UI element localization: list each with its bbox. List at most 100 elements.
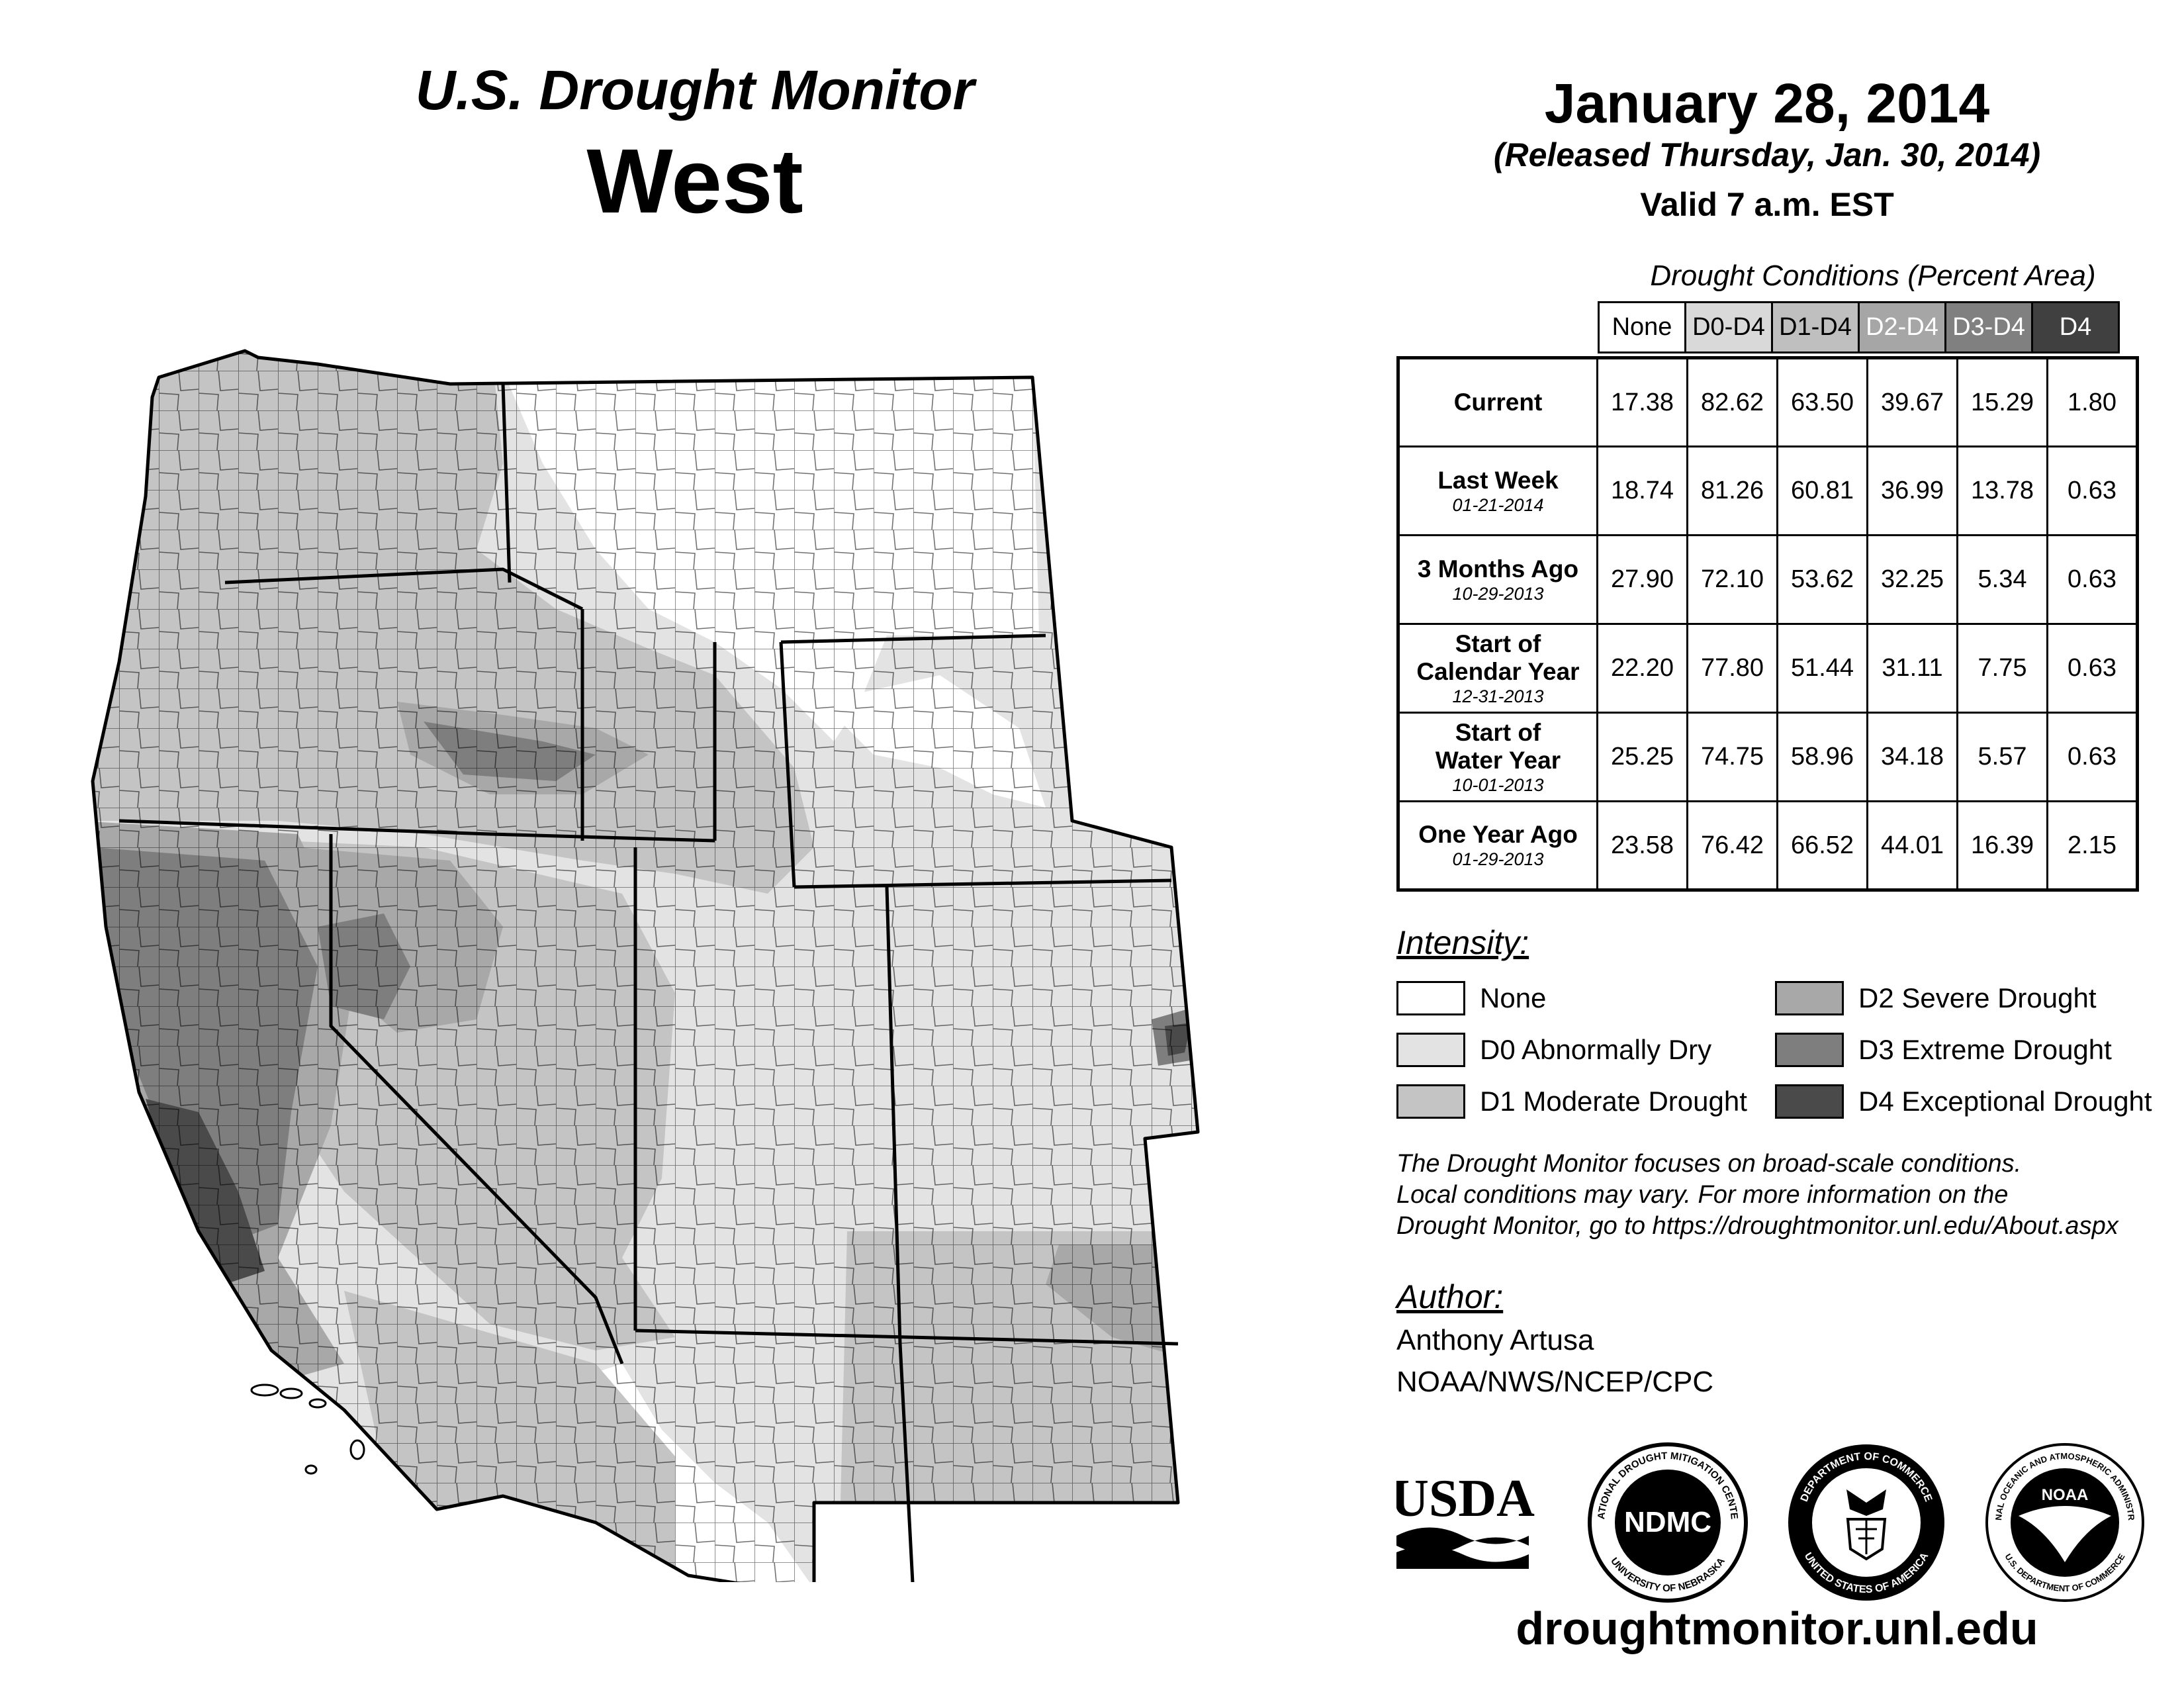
legend-item-d3: D3 Extreme Drought <box>1775 1031 2112 1068</box>
legend-item-none: None <box>1396 980 1546 1017</box>
legend-label: D1 Moderate Drought <box>1480 1086 1747 1117</box>
col-header-d4: D4 <box>2031 301 2120 353</box>
table-cell: 23.58 <box>1596 800 1688 891</box>
table-cell: 72.10 <box>1686 534 1778 625</box>
legend-label: D2 Severe Drought <box>1858 982 2097 1013</box>
table-cell: 25.25 <box>1596 712 1688 802</box>
legend-swatch <box>1396 981 1465 1015</box>
table-cell: 76.42 <box>1686 800 1778 891</box>
legend-swatch <box>1775 1084 1844 1119</box>
row-label: 3 Months Ago 10-29-2013 <box>1397 534 1598 625</box>
legend-swatch <box>1396 1033 1465 1067</box>
table-cell: 51.44 <box>1776 623 1868 714</box>
author-title: Author: <box>1396 1278 1504 1315</box>
row-label: Start of Calendar Year 12-31-2013 <box>1397 623 1598 714</box>
map-date: January 28, 2014 <box>1544 72 1990 134</box>
table-header-row: None D0-D4 D1-D4 D2-D4 D3-D4 D4 <box>1598 301 2120 353</box>
table-cell: 27.90 <box>1596 534 1688 625</box>
table-cell: 34.18 <box>1866 712 1958 802</box>
legend-item-d0: D0 Abnormally Dry <box>1396 1031 1711 1068</box>
col-header-none: None <box>1598 301 1686 353</box>
table-cell: 5.57 <box>1956 712 2048 802</box>
table-cell: 32.25 <box>1866 534 1958 625</box>
legend-label: D4 Exceptional Drought <box>1858 1086 2152 1117</box>
table-cell: 31.11 <box>1866 623 1958 714</box>
eagle-icon <box>1846 1489 1886 1516</box>
row-label: One Year Ago 01-29-2013 <box>1397 800 1598 891</box>
drought-conditions-table: Current 17.38 82.62 63.50 39.67 15.29 1.… <box>1396 356 2139 892</box>
table-cell: 16.39 <box>1956 800 2048 891</box>
legend-label: D3 Extreme Drought <box>1858 1034 2112 1065</box>
map-title: U.S. Drought Monitor <box>415 59 975 121</box>
table-cell: 15.29 <box>1956 357 2048 447</box>
usda-text: USDA <box>1396 1470 1535 1528</box>
author-name: Anthony Artusa <box>1396 1324 1594 1356</box>
note-line: Drought Monitor, go to https://droughtmo… <box>1396 1212 2118 1240</box>
shield-icon <box>1846 1518 1887 1561</box>
table-cell: 0.63 <box>2046 534 2138 625</box>
table-cell: 82.62 <box>1686 357 1778 447</box>
legend-title: Intensity: <box>1396 924 1529 961</box>
table-cell: 39.67 <box>1866 357 1958 447</box>
table-cell: 5.34 <box>1956 534 2048 625</box>
table-cell: 58.96 <box>1776 712 1868 802</box>
row-label: Start of Water Year 10-01-2013 <box>1397 712 1598 802</box>
table-row: Start of Water Year 10-01-2013 25.25 74.75… <box>1397 712 2138 802</box>
table-row: Current 17.38 82.62 63.50 39.67 15.29 1.… <box>1397 357 2138 447</box>
table-cell: 77.80 <box>1686 623 1778 714</box>
release-date: (Released Thursday, Jan. 30, 2014) <box>1493 136 2041 173</box>
row-label: Last Week 01-21-2014 <box>1397 445 1598 536</box>
noaa-text: NOAA <box>2042 1486 2089 1504</box>
table-row: One Year Ago 01-29-2013 23.58 76.42 66.52… <box>1397 800 2138 891</box>
noaa-logo: NATIONAL OCEANIC AND ATMOSPHERIC ADMINIS… <box>1985 1443 2144 1602</box>
region-title: West <box>586 130 803 232</box>
row-label: Current <box>1397 357 1598 447</box>
table-cell: 0.63 <box>2046 712 2138 802</box>
table-cell: 13.78 <box>1956 445 2048 536</box>
gull-icon <box>2019 1506 2111 1562</box>
agency-logos: USDA NATIONAL DROUGHT MITIGATION CENTER … <box>1396 1442 2144 1603</box>
legend-swatch <box>1775 981 1844 1015</box>
doc-seal-logo: DEPARTMENT OF COMMERCE UNITED STATES OF … <box>1788 1444 1944 1601</box>
table-cell: 66.52 <box>1776 800 1868 891</box>
website-url[interactable]: droughtmonitor.unl.edu <box>1516 1603 2038 1654</box>
col-header-d0-d4: D0-D4 <box>1684 301 1773 353</box>
legend-swatch <box>1775 1033 1844 1067</box>
disclaimer-note: The Drought Monitor focuses on broad-sca… <box>1396 1149 2158 1242</box>
table-caption: Drought Conditions (Percent Area) <box>1650 259 2096 292</box>
table-cell: 60.81 <box>1776 445 1868 536</box>
legend-swatch <box>1396 1084 1465 1119</box>
state-boundaries <box>91 349 1200 1582</box>
author-org: NOAA/NWS/NCEP/CPC <box>1396 1366 1714 1398</box>
table-cell: 36.99 <box>1866 445 1958 536</box>
table-cell: 22.20 <box>1596 623 1688 714</box>
channel-islands <box>250 1383 365 1475</box>
col-header-d1-d4: D1-D4 <box>1771 301 1860 353</box>
table-cell: 53.62 <box>1776 534 1868 625</box>
table-cell: 74.75 <box>1686 712 1778 802</box>
valid-time: Valid 7 a.m. EST <box>1640 186 1894 223</box>
table-row: Start of Calendar Year 12-31-2013 22.20 77… <box>1397 623 2138 714</box>
usda-logo: USDA <box>1396 1470 1535 1569</box>
note-line: Local conditions may vary. For more info… <box>1396 1181 2009 1209</box>
ndmc-text: NDMC <box>1624 1506 1711 1538</box>
col-header-d3-d4: D3-D4 <box>1944 301 2033 353</box>
ndmc-logo: NATIONAL DROUGHT MITIGATION CENTER UNIVE… <box>1588 1442 1748 1603</box>
legend-item-d2: D2 Severe Drought <box>1775 980 2097 1017</box>
note-line: The Drought Monitor focuses on broad-sca… <box>1396 1150 2022 1178</box>
table-cell: 44.01 <box>1866 800 1958 891</box>
table-cell: 2.15 <box>2046 800 2138 891</box>
table-cell: 63.50 <box>1776 357 1868 447</box>
table-cell: 7.75 <box>1956 623 2048 714</box>
table-cell: 18.74 <box>1596 445 1688 536</box>
table-cell: 0.63 <box>2046 623 2138 714</box>
table-row: Last Week 01-21-2014 18.74 81.26 60.81 36… <box>1397 445 2138 536</box>
table-cell: 0.63 <box>2046 445 2138 536</box>
table-row: 3 Months Ago 10-29-2013 27.90 72.10 53.62… <box>1397 534 2138 625</box>
table-cell: 17.38 <box>1596 357 1688 447</box>
legend-item-d4: D4 Exceptional Drought <box>1775 1083 2152 1120</box>
legend-label: None <box>1480 982 1547 1013</box>
table-cell: 81.26 <box>1686 445 1778 536</box>
legend-label: D0 Abnormally Dry <box>1480 1034 1712 1065</box>
table-cell: 1.80 <box>2046 357 2138 447</box>
